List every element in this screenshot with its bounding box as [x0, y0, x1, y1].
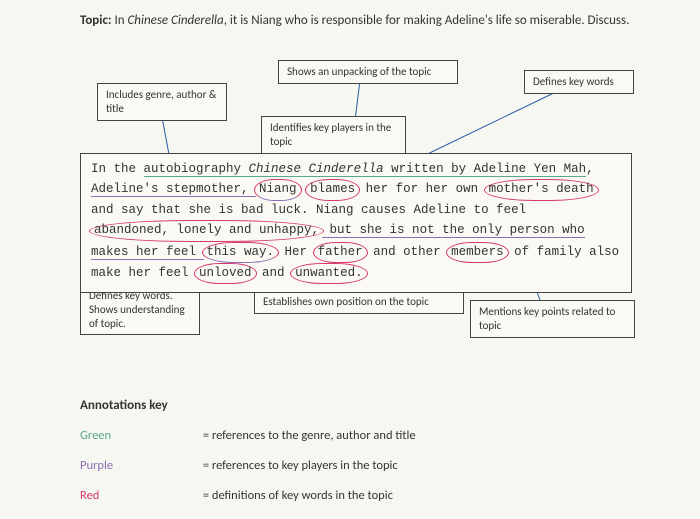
p-circ: mother's death	[484, 179, 599, 200]
p-seg: In the	[91, 162, 144, 176]
p-circ: father	[313, 242, 368, 263]
p-seg: ,	[586, 162, 594, 176]
p-circ: unloved	[194, 263, 257, 284]
ann-text: Includes genre, author & title	[106, 88, 216, 115]
ann-text: Mentions key points related to topic	[479, 305, 615, 332]
p-circ: Niang	[254, 179, 302, 200]
p-circ: blames	[305, 179, 360, 200]
p-circ: unwanted.	[290, 263, 368, 284]
p-circ: this way.	[202, 242, 280, 263]
p-seg-green: written by Adeline Yen Mah	[384, 162, 587, 177]
key-row-red: Red = definitions of key words in the to…	[80, 488, 393, 503]
ann-text: Defines key words. Shows understanding o…	[89, 289, 185, 330]
key-heading: Annotations key	[80, 398, 168, 413]
p-seg-purple: Adeline's stepmother,	[91, 182, 256, 197]
ann-text: Defines key words	[533, 75, 614, 88]
p-seg-green: autobiography	[144, 162, 249, 177]
key-desc: = definitions of key words in the topic	[203, 488, 393, 503]
key-label: Red	[80, 488, 200, 503]
p-seg: and	[255, 266, 293, 280]
key-desc: = references to key players in the topic	[203, 458, 398, 473]
ann-text: Shows an unpacking of the topic	[287, 65, 431, 78]
ann-mentions: Mentions key points related to topic	[470, 300, 635, 338]
key-label: Purple	[80, 458, 200, 473]
ann-genre-author-title: Includes genre, author & title	[97, 83, 227, 121]
topic-book: Chinese Cinderella	[128, 13, 224, 28]
topic-line: Topic: In Chinese Cinderella, it is Nian…	[80, 12, 660, 30]
ann-establishes: Establishes own position on the topic	[254, 290, 464, 314]
p-circ: abandoned, lonely and unhappy,	[89, 220, 324, 241]
ann-text: Identifies key players in the topic	[270, 121, 391, 148]
key-row-purple: Purple = references to key players in th…	[80, 458, 398, 473]
p-seg-green-book: Chinese Cinderella	[249, 162, 384, 177]
key-desc: = references to the genre, author and ti…	[203, 428, 416, 443]
p-circ: members	[446, 242, 509, 263]
paragraph-box: In the autobiography Chinese Cinderella …	[80, 153, 632, 293]
p-seg: and say that she is bad luck. Niang caus…	[91, 203, 526, 217]
topic-label: Topic:	[80, 13, 112, 28]
topic-prefix: In	[114, 13, 127, 28]
ann-unpacking: Shows an unpacking of the topic	[278, 60, 458, 84]
ann-text: Establishes own position on the topic	[263, 295, 429, 308]
key-label: Green	[80, 428, 200, 443]
ann-key-players: Identifies key players in the topic	[261, 116, 406, 154]
topic-rest: , it is Niang who is responsible for mak…	[224, 13, 630, 28]
p-seg: Her	[277, 245, 315, 259]
ann-defines-keywords: Defines key words	[524, 70, 634, 94]
key-row-green: Green = references to the genre, author …	[80, 428, 416, 443]
p-seg: her for her own	[358, 182, 486, 196]
p-seg: and other	[366, 245, 449, 259]
